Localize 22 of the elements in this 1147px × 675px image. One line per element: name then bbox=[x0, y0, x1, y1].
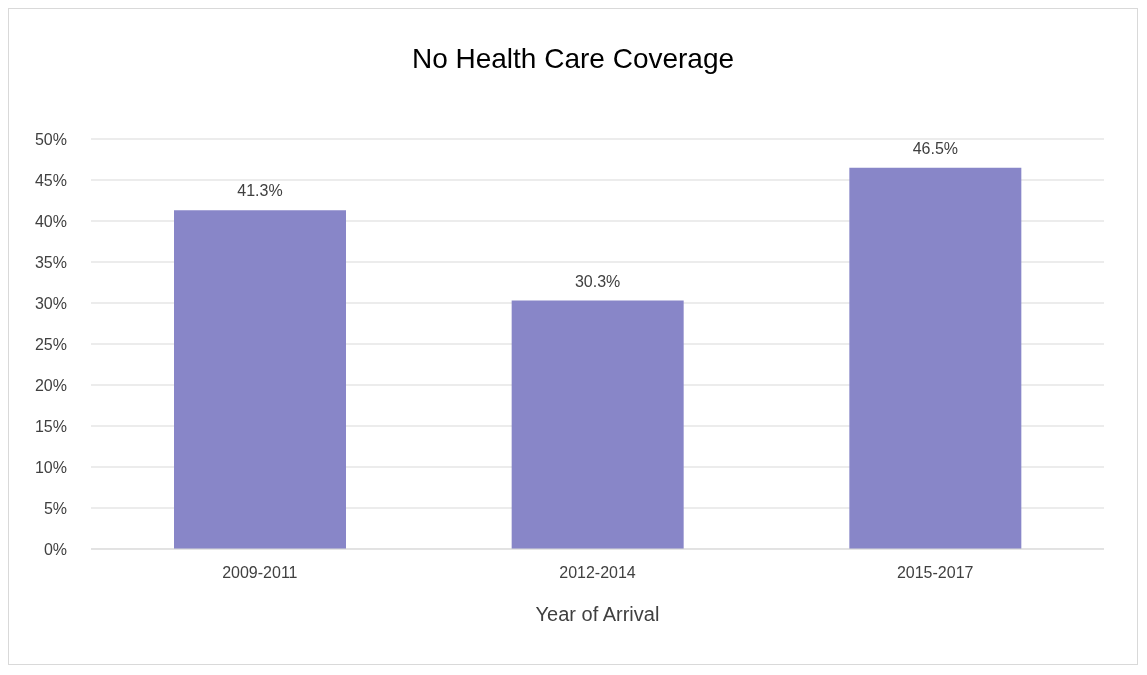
y-tick-label: 40% bbox=[34, 212, 67, 230]
x-tick-label: 2015-2017 bbox=[896, 564, 974, 582]
x-axis-title: Year of Arrival bbox=[535, 603, 660, 625]
chart-title: No Health Care Coverage bbox=[410, 43, 736, 75]
y-tick-label: 20% bbox=[34, 376, 67, 394]
y-tick-label: 0% bbox=[43, 540, 67, 558]
x-tick-label: 2009-2011 bbox=[222, 564, 298, 582]
data-label: 41.3% bbox=[237, 182, 283, 200]
y-tick-label: 10% bbox=[34, 458, 67, 476]
bar bbox=[849, 167, 1022, 549]
y-tick-label: 5% bbox=[43, 499, 67, 517]
data-label: 30.3% bbox=[574, 272, 621, 290]
y-tick-label: 15% bbox=[34, 417, 67, 435]
bar bbox=[174, 210, 346, 549]
bar bbox=[511, 300, 684, 549]
y-tick-label: 30% bbox=[34, 294, 67, 312]
y-tick-label: 25% bbox=[34, 335, 67, 353]
data-label: 46.5% bbox=[912, 139, 959, 157]
y-tick-label: 45% bbox=[34, 171, 67, 189]
x-tick-label: 2012-2014 bbox=[559, 564, 636, 582]
y-tick-label: 35% bbox=[34, 253, 67, 271]
y-tick-label: 50% bbox=[34, 130, 67, 148]
